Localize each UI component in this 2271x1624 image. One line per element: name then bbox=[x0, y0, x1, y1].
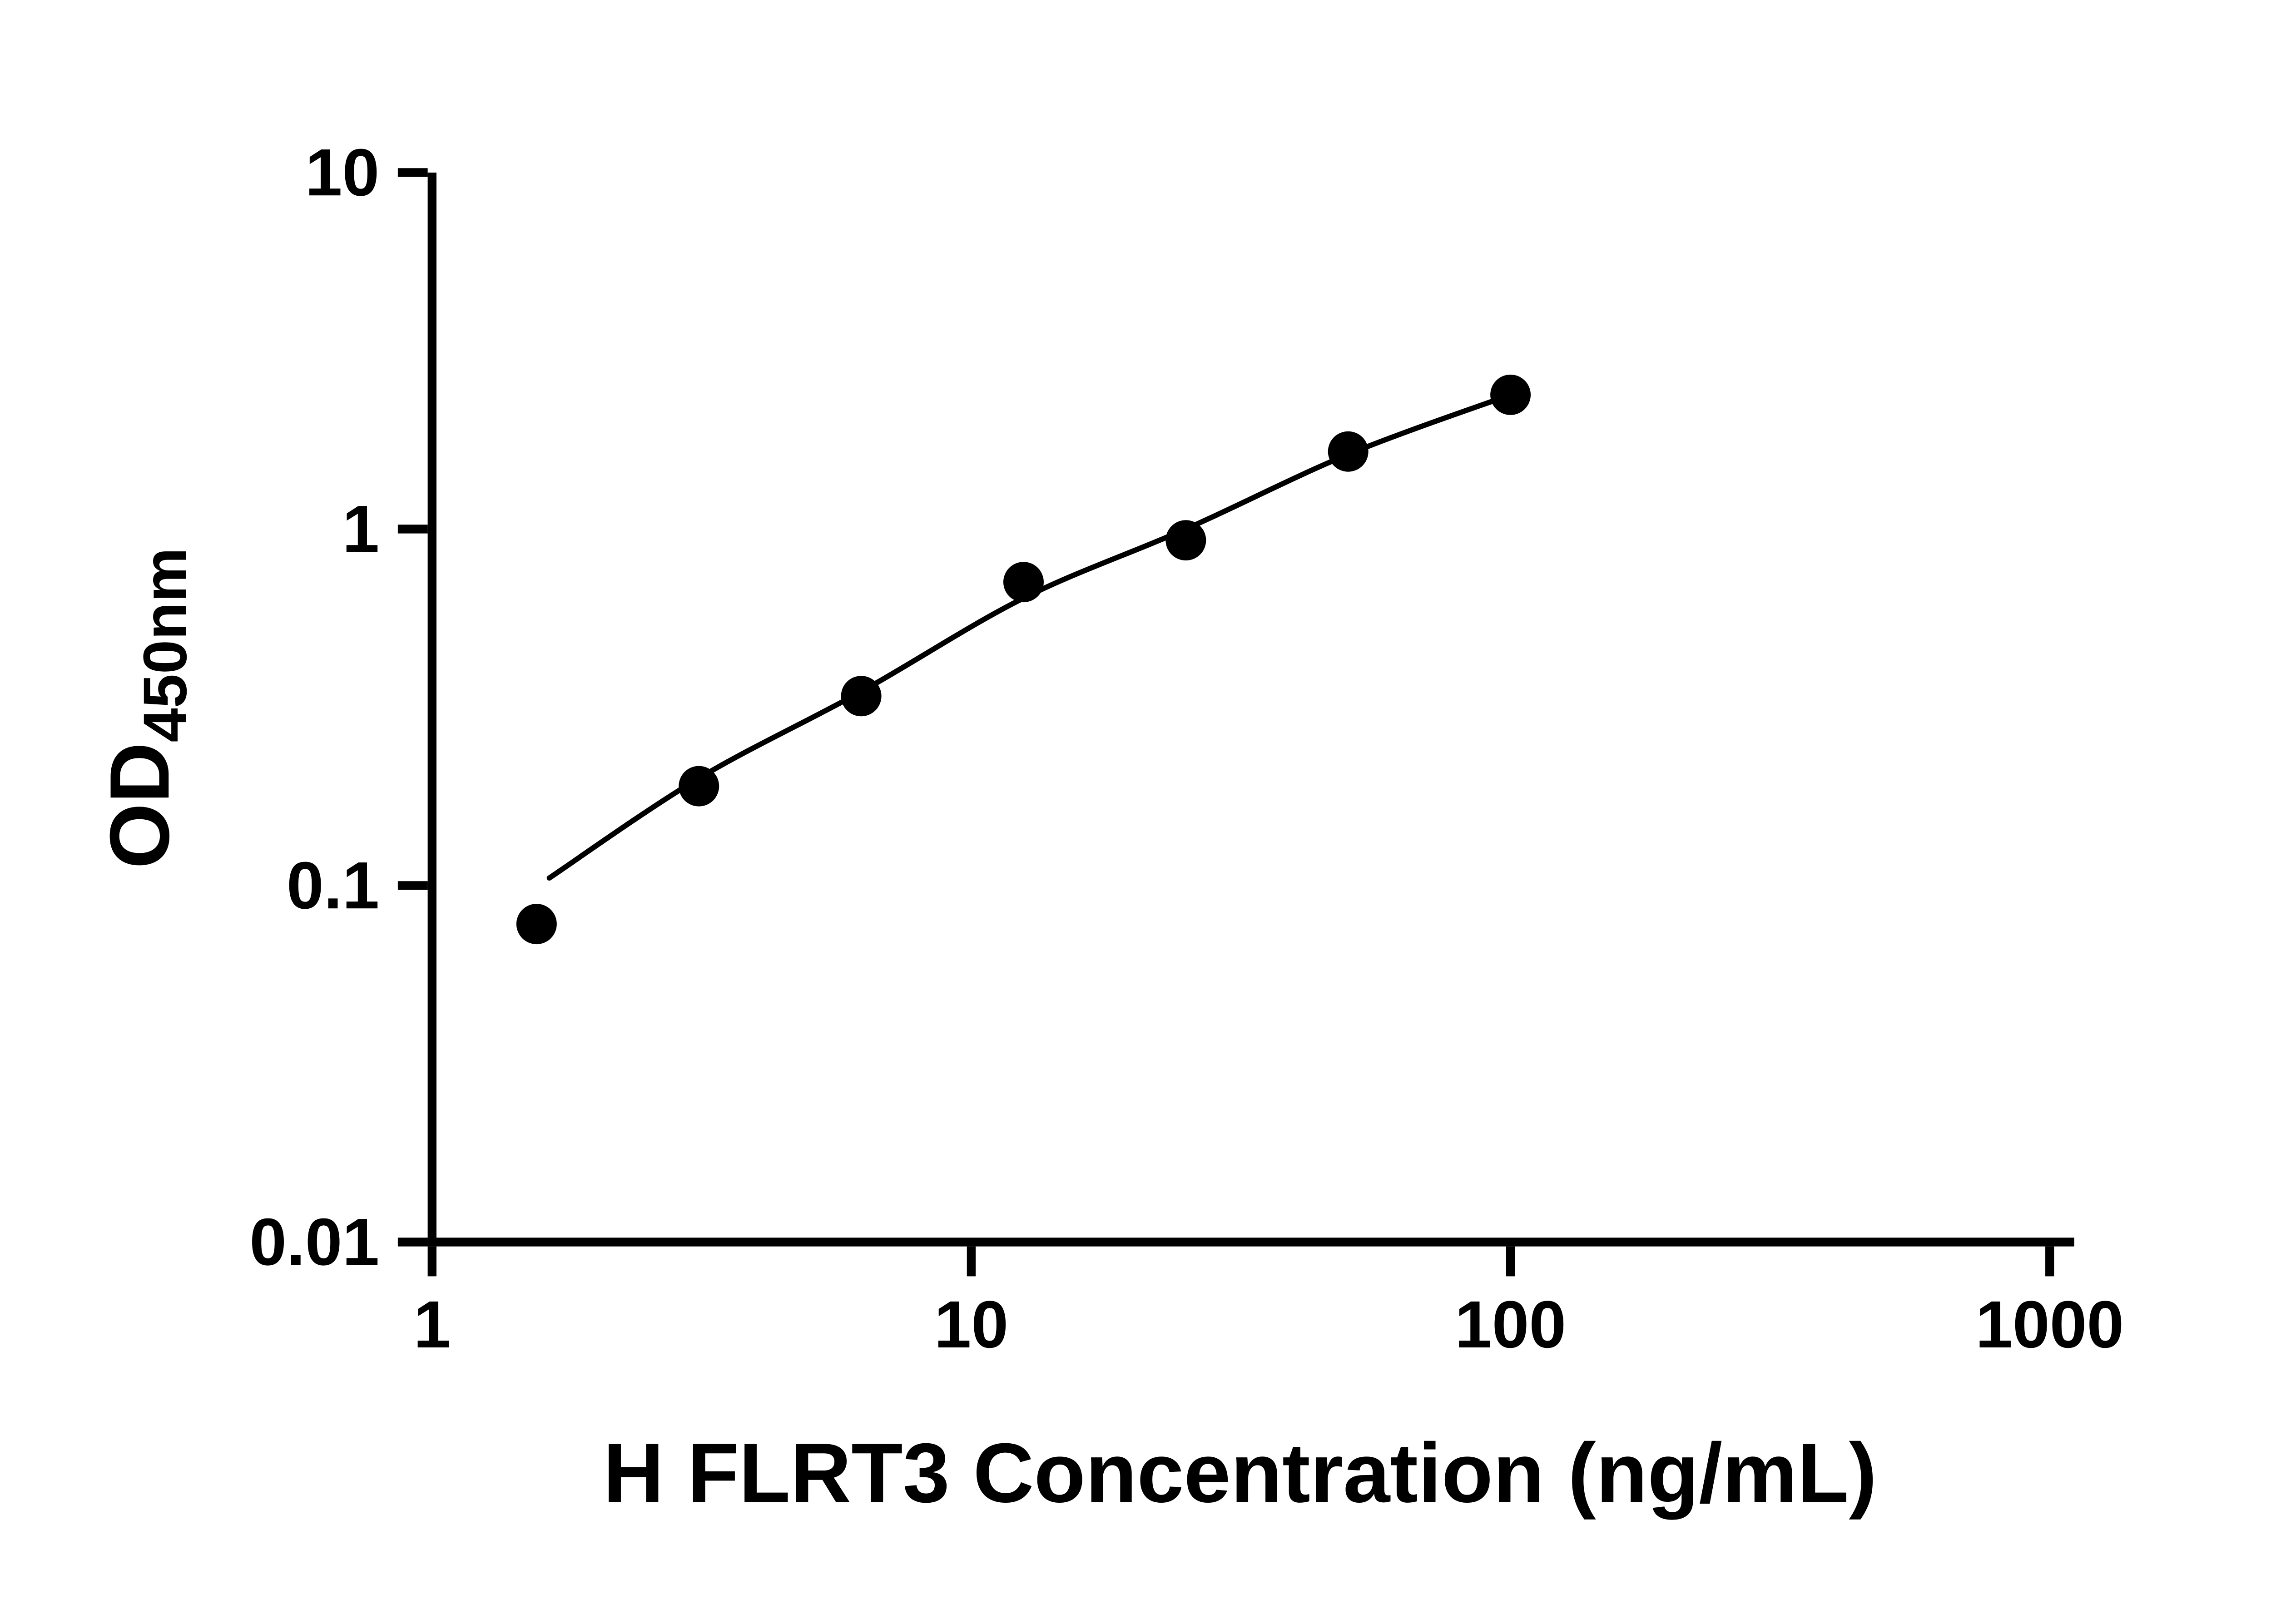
axis-tick-labels: 1 10 100 1000 10 1 0.1 0.01 bbox=[249, 136, 2124, 1362]
y-tick-label: 0.1 bbox=[287, 849, 379, 923]
y-axis-title: OD450nm bbox=[93, 548, 199, 869]
y-tick-label: 0.01 bbox=[249, 1205, 379, 1280]
data-point bbox=[516, 904, 557, 945]
data-point bbox=[679, 766, 719, 807]
x-tick-label: 100 bbox=[1455, 1287, 1566, 1362]
data-point bbox=[1490, 375, 1531, 416]
x-tick-label: 1000 bbox=[1975, 1287, 2124, 1362]
data-point bbox=[1165, 520, 1206, 561]
y-tick-label: 10 bbox=[305, 136, 379, 210]
y-axis-title-subscript: 450nm bbox=[130, 548, 199, 743]
x-tick-label: 1 bbox=[413, 1287, 451, 1362]
standard-curve-chart: 1 10 100 1000 10 1 0.1 0.01 H FLRT3 Concentrati… bbox=[0, 27, 2271, 1597]
data-point bbox=[841, 676, 882, 717]
axes bbox=[427, 173, 2074, 1247]
data-points bbox=[516, 375, 1531, 945]
axis-ticks bbox=[397, 168, 2054, 1277]
y-tick-label: 1 bbox=[342, 492, 380, 567]
x-axis-title: H FLRT3 Concentration (ng/mL) bbox=[603, 1426, 1877, 1520]
data-point bbox=[1328, 431, 1369, 472]
y-axis-title-main: OD bbox=[93, 743, 187, 869]
x-tick-label: 10 bbox=[934, 1287, 1008, 1362]
data-point bbox=[1003, 562, 1044, 603]
